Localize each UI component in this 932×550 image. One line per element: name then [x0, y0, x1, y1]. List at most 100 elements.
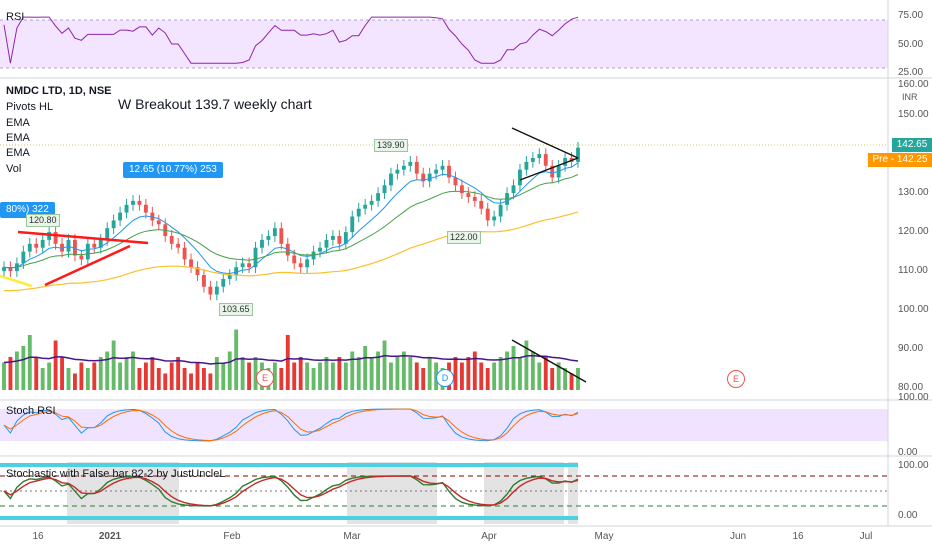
volume-bar: [556, 362, 561, 390]
volume-bar: [214, 357, 219, 390]
volume-bar: [163, 373, 168, 390]
candle-body: [421, 173, 426, 182]
candle-body: [47, 232, 52, 240]
volume-bar: [408, 357, 413, 390]
stochastic-d-line: [3, 475, 579, 507]
x-tick-16b: 16: [792, 531, 804, 542]
candle-body: [234, 267, 239, 275]
stoch-rsi-pane-label[interactable]: Stoch RSI: [6, 405, 56, 417]
stoch-rsi-d-line: [3, 408, 579, 442]
trendline-red-2: [44, 244, 131, 287]
candles: [2, 141, 580, 301]
candle-body: [221, 278, 226, 287]
candle-body: [576, 147, 580, 162]
volume-bar: [182, 368, 187, 390]
candle-body: [440, 165, 445, 170]
candle-body: [356, 208, 361, 217]
volume-bar: [118, 362, 123, 390]
currency-label[interactable]: INR: [902, 92, 918, 102]
volume-bar: [195, 362, 200, 390]
candle-body: [182, 247, 187, 260]
candle-body: [79, 255, 84, 260]
volume-bar: [485, 368, 490, 390]
price-tick-120: 120.00: [898, 226, 929, 237]
candle-body: [214, 286, 219, 295]
candle-body: [434, 169, 439, 174]
rsi-pane-label[interactable]: RSI: [6, 11, 25, 23]
candle-body: [240, 263, 245, 268]
candle-body: [466, 193, 471, 197]
volume-bar: [453, 357, 458, 390]
volume-bar: [156, 368, 161, 390]
volume-bar: [2, 362, 6, 390]
volume-bar: [524, 340, 529, 390]
volume-bar: [543, 357, 548, 390]
candle-body: [369, 200, 374, 205]
pre-market-tag[interactable]: Pre - 142.25: [868, 153, 932, 167]
earnings-badge-1[interactable]: E: [256, 369, 274, 387]
volume-bar: [414, 362, 419, 390]
stochastic-pane-label[interactable]: Stochastic with False bar 82-2 by JustUn…: [6, 468, 226, 480]
volume-bar: [14, 351, 19, 390]
candle-body: [85, 243, 90, 260]
stoch-rsi-tick-0: 0.00: [898, 447, 918, 458]
price-tick-160: 160.00: [898, 79, 929, 90]
candle-body: [143, 204, 148, 213]
indicator-ema-1[interactable]: EMA: [6, 117, 30, 129]
price-tick-150: 150.00: [898, 109, 929, 120]
stochastic-tick-100: 100.00: [898, 460, 929, 471]
volume-bar: [79, 362, 84, 390]
earnings-badge-2[interactable]: E: [727, 370, 745, 388]
volume-bar: [208, 373, 213, 390]
indicator-vol[interactable]: Vol: [6, 163, 22, 175]
candle-body: [530, 158, 535, 162]
volume-bar: [330, 362, 335, 390]
candle-body: [279, 228, 284, 244]
symbol-title[interactable]: NMDC LTD, 1D, NSE: [6, 85, 112, 97]
candle-body: [227, 275, 232, 279]
callout-main[interactable]: 12.65 (10.77%) 253: [123, 162, 223, 178]
candle-body: [137, 200, 142, 205]
pivot-label-high-2: 139.90: [374, 139, 408, 152]
volume-bar: [537, 362, 542, 390]
rsi-band: [0, 20, 888, 68]
volume-bar: [105, 351, 110, 390]
volume-bar: [356, 357, 361, 390]
volume-trendline: [511, 339, 587, 383]
volume-bar: [227, 351, 232, 390]
volume-bar: [124, 357, 129, 390]
volume-bar: [137, 368, 142, 390]
last-price-tag[interactable]: 142.65: [892, 138, 932, 152]
candle-body: [324, 239, 329, 248]
volume-bar: [21, 346, 26, 390]
candle-body: [550, 165, 555, 178]
candle-body: [447, 165, 451, 178]
x-tick-mar: Mar: [343, 531, 361, 542]
candle-body: [2, 267, 6, 272]
volume-bar: [337, 357, 342, 390]
candle-body: [272, 228, 277, 236]
candle-body: [343, 232, 348, 244]
candle-body: [479, 200, 484, 209]
volume-bar: [53, 340, 58, 390]
candle-body: [53, 232, 58, 244]
volume-bar: [176, 357, 181, 390]
ema-mid-line: [3, 174, 579, 269]
indicator-ema-3[interactable]: EMA: [6, 147, 30, 159]
indicator-ema-2[interactable]: EMA: [6, 132, 30, 144]
chart-note[interactable]: W Breakout 139.7 weekly chart: [118, 96, 312, 112]
candle-body: [73, 239, 77, 256]
indicator-pivots[interactable]: Pivots HL: [6, 101, 54, 113]
x-tick-may: May: [594, 531, 614, 542]
volume-bar: [66, 368, 71, 390]
candle-body: [492, 216, 497, 221]
x-tick-jul: Jul: [859, 531, 873, 542]
candle-body: [8, 267, 13, 272]
dividend-badge[interactable]: D: [436, 369, 454, 387]
triangle-bottom-line: [519, 157, 579, 181]
pivot-label-low-2: 103.65: [219, 303, 253, 316]
x-tick-16: 16: [32, 531, 44, 542]
candle-body: [176, 243, 181, 248]
